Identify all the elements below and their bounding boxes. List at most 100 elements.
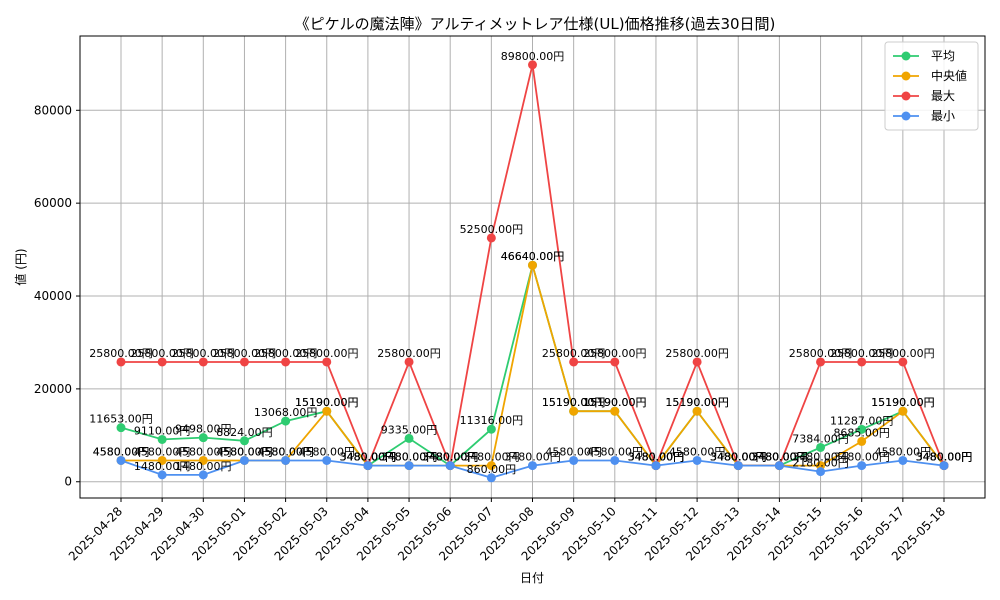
y-tick-label: 40000	[34, 289, 72, 303]
data-point	[322, 406, 332, 416]
data-label: 4580.00円	[216, 445, 273, 458]
data-label: 3480.00円	[340, 451, 397, 464]
x-axis-label: 日付	[520, 571, 544, 585]
data-label: 11287.00円	[830, 414, 894, 427]
data-label: 4580.00円	[257, 445, 314, 458]
data-label: 25800.00円	[583, 347, 647, 360]
data-label: 46640.00円	[501, 250, 565, 263]
data-label: 3480.00円	[916, 451, 973, 464]
data-point	[116, 357, 126, 367]
data-point	[898, 455, 908, 465]
data-label: 15190.00円	[542, 396, 606, 409]
data-label: 3480.00円	[628, 451, 685, 464]
y-tick-label: 0	[64, 475, 72, 489]
data-label: 3480.00円	[422, 451, 479, 464]
y-tick-label: 80000	[34, 103, 72, 117]
data-label: 4580.00円	[669, 445, 726, 458]
data-label: 9335.00円	[381, 423, 438, 436]
data-point	[857, 424, 867, 434]
legend-entry: 最小	[931, 109, 955, 123]
data-label: 15190.00円	[871, 396, 935, 409]
data-label: 15190.00円	[542, 396, 606, 409]
data-point	[692, 357, 702, 367]
data-point	[486, 424, 496, 434]
data-point	[404, 461, 414, 471]
data-point	[857, 436, 867, 446]
data-label: 3480.00円	[381, 451, 438, 464]
data-point	[198, 470, 208, 480]
data-label: 4580.00円	[134, 445, 191, 458]
x-axis-ticks: 2025-04-282025-04-292025-04-302025-05-01…	[66, 498, 948, 563]
data-point	[363, 461, 373, 471]
data-label: 3480.00円	[710, 451, 767, 464]
legend-marker	[901, 71, 911, 81]
y-tick-label: 60000	[34, 196, 72, 210]
data-label: 15190.00円	[871, 396, 935, 409]
data-point	[486, 233, 496, 243]
data-point	[816, 467, 826, 477]
data-point	[198, 455, 208, 465]
data-label: 9110.00円	[134, 424, 191, 437]
data-point	[322, 455, 332, 465]
data-point	[445, 461, 455, 471]
data-point	[486, 473, 496, 483]
data-point	[157, 455, 167, 465]
data-label: 3480.00円	[916, 451, 973, 464]
data-label: 3480.00円	[340, 451, 397, 464]
data-label: 15190.00円	[665, 396, 729, 409]
data-point	[281, 357, 291, 367]
data-label: 4580.00円	[587, 445, 644, 458]
data-label: 3480.00円	[710, 451, 767, 464]
data-point	[528, 60, 537, 70]
data-label: 25800.00円	[213, 347, 277, 360]
data-label: 25800.00円	[830, 347, 894, 360]
data-label: 25800.00円	[665, 347, 729, 360]
data-point	[692, 455, 702, 465]
data-label: 25800.00円	[542, 347, 606, 360]
data-label: 3480.00円	[422, 451, 479, 464]
data-point	[692, 406, 702, 416]
data-label: 3480.00円	[916, 451, 973, 464]
data-point	[528, 461, 537, 471]
data-label: 3480.00円	[504, 451, 561, 464]
data-point	[239, 436, 249, 446]
legend-marker	[901, 91, 911, 101]
data-label: 25800.00円	[172, 347, 236, 360]
data-label: 15190.00円	[583, 396, 647, 409]
data-label: 3480.00円	[710, 451, 767, 464]
data-label: 46640.00円	[501, 250, 565, 263]
data-point	[239, 455, 249, 465]
legend-entry: 平均	[931, 49, 955, 63]
data-label: 25800.00円	[254, 347, 318, 360]
data-point	[610, 406, 620, 416]
data-point	[116, 455, 126, 465]
data-label: 13068.00円	[254, 406, 318, 419]
data-point	[157, 434, 167, 444]
data-label: 25800.00円	[130, 347, 194, 360]
data-point	[157, 470, 167, 480]
legend-marker	[901, 111, 911, 121]
data-label: 8685.00円	[833, 426, 890, 439]
data-point	[528, 260, 537, 270]
data-label: 11653.00円	[89, 413, 153, 426]
data-point	[610, 455, 620, 465]
data-label: 4580.00円	[93, 445, 150, 458]
data-label: 25800.00円	[789, 347, 853, 360]
data-label: 25800.00円	[871, 347, 935, 360]
data-point	[157, 357, 167, 367]
data-label: 3480.00円	[751, 451, 808, 464]
data-label: 4580.00円	[545, 445, 602, 458]
data-label: 860.00円	[467, 463, 517, 476]
data-point	[610, 357, 620, 367]
data-label: 3480.00円	[628, 451, 685, 464]
data-label: 25800.00円	[377, 347, 441, 360]
legend-entry: 中央値	[931, 68, 967, 83]
data-point	[816, 442, 826, 452]
data-point	[322, 357, 332, 367]
data-point	[486, 461, 496, 471]
data-point	[816, 357, 826, 367]
data-label: 3480.00円	[340, 451, 397, 464]
data-label: 3480.00円	[751, 451, 808, 464]
data-point	[569, 357, 579, 367]
